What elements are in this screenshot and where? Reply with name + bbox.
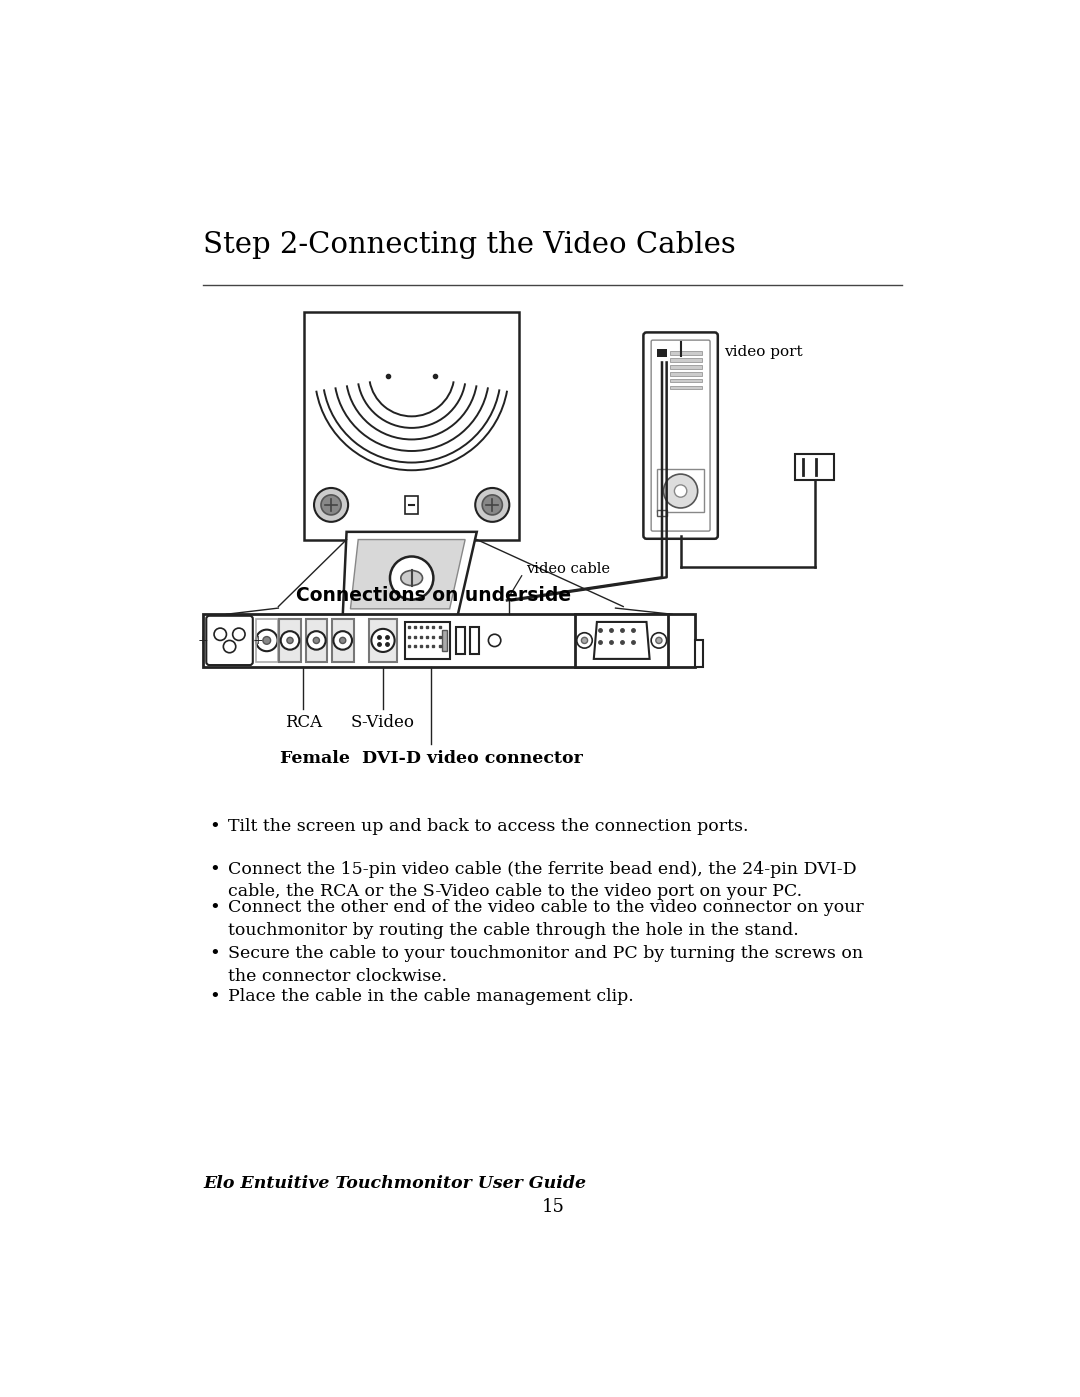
Circle shape [287,637,293,644]
Bar [405,496,418,514]
Circle shape [390,556,433,599]
Text: Connect the other end of the video cable to the video connector on your
touchmon: Connect the other end of the video cable… [228,900,864,939]
Text: •: • [210,861,220,879]
Circle shape [674,485,687,497]
Bar [696,640,703,666]
Text: S-Video: S-Video [351,714,415,732]
Bar [670,358,702,362]
Text: video cable: video cable [526,562,610,576]
Circle shape [262,637,271,644]
Bar [369,619,397,662]
Text: Connect the 15-pin video cable (the ferrite bead end), the 24-pin DVI-D
cable, t: Connect the 15-pin video cable (the ferr… [228,861,856,901]
Circle shape [488,634,501,647]
Text: Female  DVI-D video connector: Female DVI-D video connector [280,750,582,767]
Circle shape [232,629,245,640]
Circle shape [577,633,592,648]
Circle shape [321,495,341,515]
Circle shape [256,630,278,651]
Text: Place the cable in the cable management clip.: Place the cable in the cable management … [228,988,634,1004]
Polygon shape [594,622,649,659]
Bar [670,365,702,369]
Ellipse shape [401,570,422,585]
Bar [670,379,702,383]
Bar [256,619,278,662]
Circle shape [334,631,352,650]
Bar [658,510,666,517]
Bar [670,372,702,376]
Bar [442,630,446,651]
Text: 15: 15 [542,1197,565,1215]
Bar [303,313,519,539]
Text: •: • [210,900,220,918]
Circle shape [581,637,588,644]
FancyBboxPatch shape [651,339,710,531]
Circle shape [475,488,510,522]
Circle shape [281,631,299,650]
Bar [203,615,696,666]
Circle shape [372,629,394,652]
Text: Connections on underside: Connections on underside [296,585,571,605]
Bar [670,351,702,355]
Bar [456,627,465,654]
Bar [405,622,449,659]
Text: Secure the cable to your touchmonitor and PC by turning the screws on
the connec: Secure the cable to your touchmonitor an… [228,946,863,985]
Bar [658,349,666,358]
Bar [795,454,834,481]
Circle shape [224,640,235,652]
Circle shape [651,633,666,648]
Bar [306,619,327,662]
Text: •: • [210,819,220,837]
Circle shape [313,637,320,644]
Polygon shape [342,532,476,616]
Text: video port: video port [724,345,802,359]
Circle shape [307,631,326,650]
Circle shape [214,629,227,640]
Circle shape [339,637,346,644]
Polygon shape [350,539,465,609]
Bar [658,469,704,511]
Text: •: • [210,946,220,964]
Bar [279,619,301,662]
Bar [332,619,353,662]
Text: Tilt the screen up and back to access the connection ports.: Tilt the screen up and back to access th… [228,819,748,835]
Circle shape [656,637,662,644]
Circle shape [482,495,502,515]
Text: Elo Entuitive Touchmonitor User Guide: Elo Entuitive Touchmonitor User Guide [203,1175,586,1192]
Text: +: + [253,634,264,647]
Circle shape [314,488,348,522]
FancyBboxPatch shape [644,332,718,539]
Text: RCA: RCA [285,714,322,732]
Text: Step 2-Connecting the Video Cables: Step 2-Connecting the Video Cables [203,231,735,258]
Text: •: • [210,988,220,1006]
Bar [470,627,480,654]
Circle shape [663,474,698,509]
Text: +: + [198,634,207,647]
Bar [576,615,669,666]
Bar [670,386,702,390]
FancyBboxPatch shape [206,616,253,665]
